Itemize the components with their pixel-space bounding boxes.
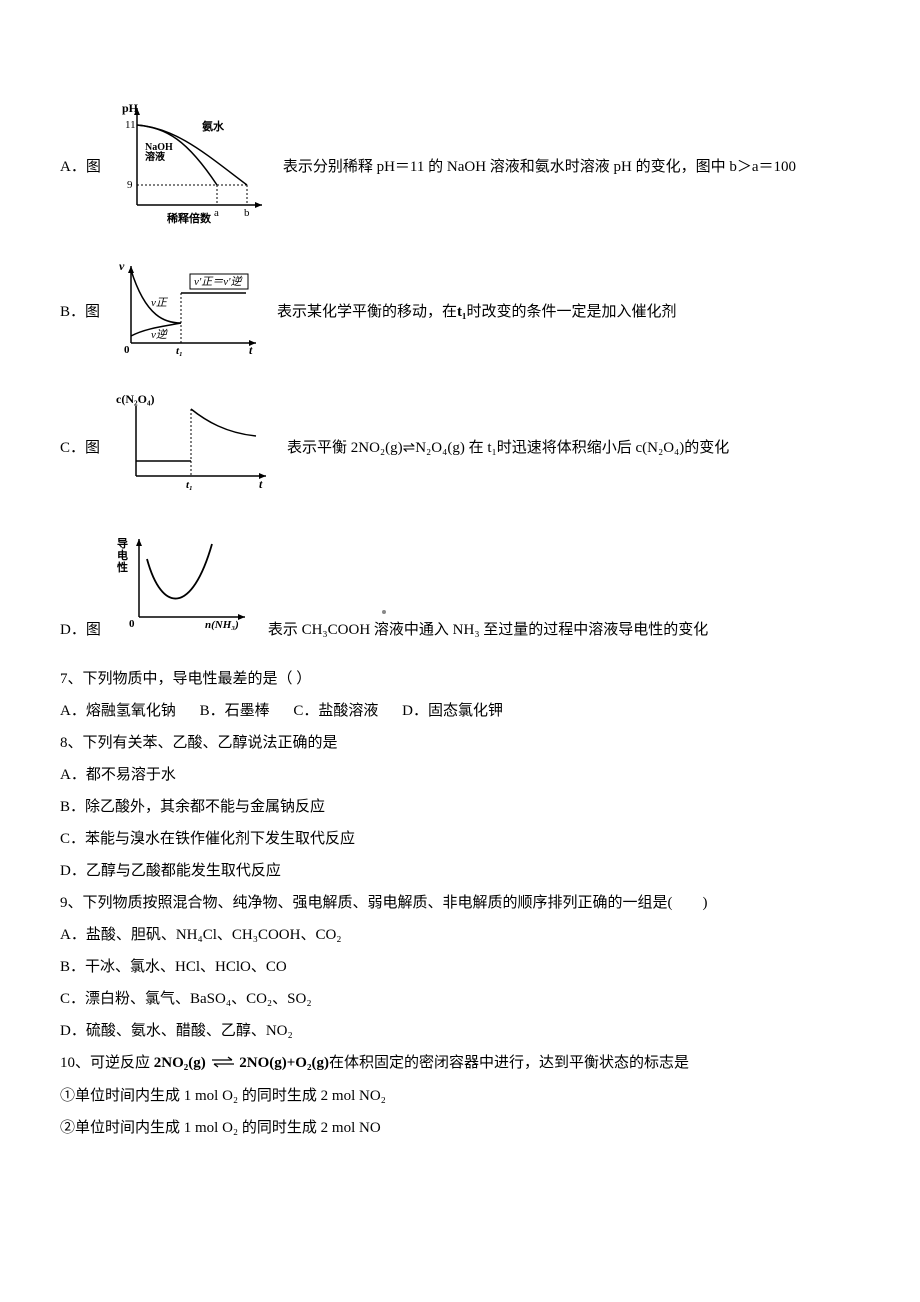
svg-text:导: 导: [117, 537, 128, 550]
chart-a: pH 11 9 NaOH 溶液 氨水 a b 稀释倍数: [117, 100, 267, 233]
equilibrium-arrow-icon: [210, 1052, 236, 1076]
q8-option-b: B．除乙酸外，其余都不能与金属钠反应: [60, 795, 860, 819]
chart-a-xtick-b: b: [244, 207, 250, 219]
chart-a-ytick-9: 9: [127, 179, 133, 191]
chart-c-xtick-t1: t₁: [186, 479, 193, 491]
chart-c-segment2: [191, 409, 256, 436]
option-b-text-before: 表示某化学平衡的移动，在: [277, 304, 457, 320]
chart-b-ylabel: v: [119, 259, 125, 273]
q7-option-b: B．石墨棒: [200, 703, 270, 719]
q10-item-1: ①单位时间内生成 1 mol O₂ 的同时生成 2 mol NO₂: [60, 1084, 860, 1108]
q8-option-a: A．都不易溶于水: [60, 763, 860, 787]
q6-option-b: B．图 v v正 v逆 v'正＝v'逆 0 t₁ t 表示某化学平衡的移动，在t…: [60, 258, 860, 366]
label-vreverse: v逆: [151, 328, 169, 341]
option-c-label: C．图: [60, 436, 100, 460]
svg-text:0: 0: [124, 344, 130, 356]
svg-text:电: 电: [117, 548, 128, 562]
chart-d: 导 电 性 0 n(NH₃): [117, 529, 252, 642]
q10-stem-bold1: 2NO₂(g): [154, 1055, 206, 1071]
q9-option-c: C．漂白粉、氯气、BaSO₄、CO₂、SO₂: [60, 987, 860, 1011]
option-a-label: A．图: [60, 155, 101, 179]
option-c-text: 表示平衡 2NO₂(g)⇌N₂O₄(g) 在 t₁时迅速将体积缩小后 c(N₂O…: [287, 436, 729, 460]
q7-option-d: D．固态氯化钾: [402, 703, 503, 719]
q7-option-a: A．熔融氢氧化钠: [60, 703, 176, 719]
chart-d-svg: 导 电 性 0 n(NH₃): [117, 529, 252, 634]
svg-text:溶液: 溶液: [145, 150, 165, 163]
q7-stem: 7、下列物质中，导电性最差的是（ ）: [60, 667, 860, 691]
q6-option-d: D．图 导 电 性 0 n(NH₃) 表示 CH₃COOH 溶液中通入 NH₃ …: [60, 529, 860, 642]
q6-option-c: C．图 c(N₂O₄) t₁ t 表示平衡 2NO₂(g)⇌N₂O₄(g) 在 …: [60, 391, 860, 504]
q9-option-a: A．盐酸、胆矾、NH₄Cl、CH₃COOH、CO₂: [60, 923, 860, 947]
chart-a-svg: pH 11 9 NaOH 溶液 氨水 a b 稀释倍数: [117, 100, 267, 225]
chart-c-svg: c(N₂O₄) t₁ t: [116, 391, 271, 496]
option-b-text-bold: t₁: [457, 304, 467, 320]
q7-options: A．熔融氢氧化钠 B．石墨棒 C．盐酸溶液 D．固态氯化钾: [60, 699, 860, 723]
chart-a-ytick-11: 11: [125, 119, 136, 131]
q8-option-c: C．苯能与溴水在铁作催化剂下发生取代反应: [60, 827, 860, 851]
chart-d-curve: [147, 544, 212, 599]
q6-option-a: A．图 pH 11 9 NaOH 溶液 氨水 a b 稀释倍数 表示分别稀释 p…: [60, 100, 860, 233]
option-a-text: 表示分别稀释 pH＝11 的 NaOH 溶液和氨水时溶液 pH 的变化，图中 b…: [283, 155, 796, 179]
chart-c-ylabel: c(N₂O₄): [116, 392, 155, 406]
chart-d-xlabel: n(NH₃): [205, 619, 239, 631]
svg-text:性: 性: [117, 560, 128, 574]
page-dot-marker: [382, 610, 386, 614]
chart-c: c(N₂O₄) t₁ t: [116, 391, 271, 504]
chart-b-svg: v v正 v逆 v'正＝v'逆 0 t₁ t: [116, 258, 261, 358]
q7-option-c: C．盐酸溶液: [293, 703, 378, 719]
option-d-label: D．图: [60, 618, 101, 642]
q10-stem: 10、可逆反应 2NO₂(g) 2NO(g)+O₂(g)在体积固定的密闭容器中进…: [60, 1051, 860, 1076]
chart-b: v v正 v逆 v'正＝v'逆 0 t₁ t: [116, 258, 261, 366]
q9-stem: 9、下列物质按照混合物、纯净物、强电解质、弱电解质、非电解质的顺序排列正确的一组…: [60, 891, 860, 915]
chart-a-xlabel: 稀释倍数: [167, 211, 212, 225]
label-vforward: v正: [151, 297, 169, 309]
q9-option-b: B．干冰、氯水、HCl、HClO、CO: [60, 955, 860, 979]
q8-stem: 8、下列有关苯、乙酸、乙醇说法正确的是: [60, 731, 860, 755]
option-b-label: B．图: [60, 300, 100, 324]
option-b-text: 表示某化学平衡的移动，在t₁时改变的条件一定是加入催化剂: [277, 300, 677, 324]
q10-item-2: ②单位时间内生成 1 mol O₂ 的同时生成 2 mol NO: [60, 1116, 860, 1140]
chart-c-xlabel: t: [259, 477, 263, 491]
chart-a-ylabel: pH: [122, 101, 139, 115]
chart-b-xlabel: t: [249, 343, 253, 357]
option-b-text-after: 时改变的条件一定是加入催化剂: [467, 304, 677, 320]
label-ammonia: 氨水: [202, 119, 225, 133]
q9-option-d: D．硫酸、氨水、醋酸、乙醇、NO₂: [60, 1019, 860, 1043]
q10-stem-after: 在体积固定的密闭容器中进行，达到平衡状态的标志是: [329, 1055, 689, 1071]
q10-stem-before: 10、可逆反应: [60, 1055, 154, 1071]
q10-stem-bold2: 2NO(g)+O₂(g): [239, 1055, 329, 1071]
chart-b-xtick-t1: t₁: [176, 345, 183, 357]
chart-d-origin: 0: [129, 618, 135, 630]
chart-a-xtick-a: a: [214, 207, 219, 219]
label-vequal: v'正＝v'逆: [194, 275, 243, 288]
q8-option-d: D．乙醇与乙酸都能发生取代反应: [60, 859, 860, 883]
option-d-text: 表示 CH₃COOH 溶液中通入 NH₃ 至过量的过程中溶液导电性的变化: [268, 618, 708, 642]
